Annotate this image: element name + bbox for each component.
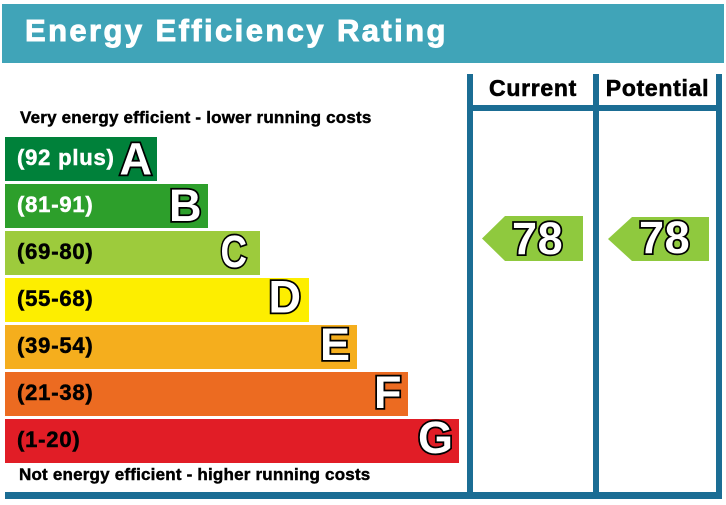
svg-text:D: D [269, 272, 302, 323]
svg-text:F: F [374, 367, 402, 418]
svg-text:G: G [418, 412, 453, 463]
svg-text:A: A [120, 134, 153, 185]
svg-text:B: B [169, 180, 202, 231]
svg-text:78: 78 [512, 213, 563, 264]
svg-text:C: C [221, 226, 248, 277]
svg-text:E: E [320, 319, 350, 370]
svg-text:78: 78 [639, 212, 690, 263]
